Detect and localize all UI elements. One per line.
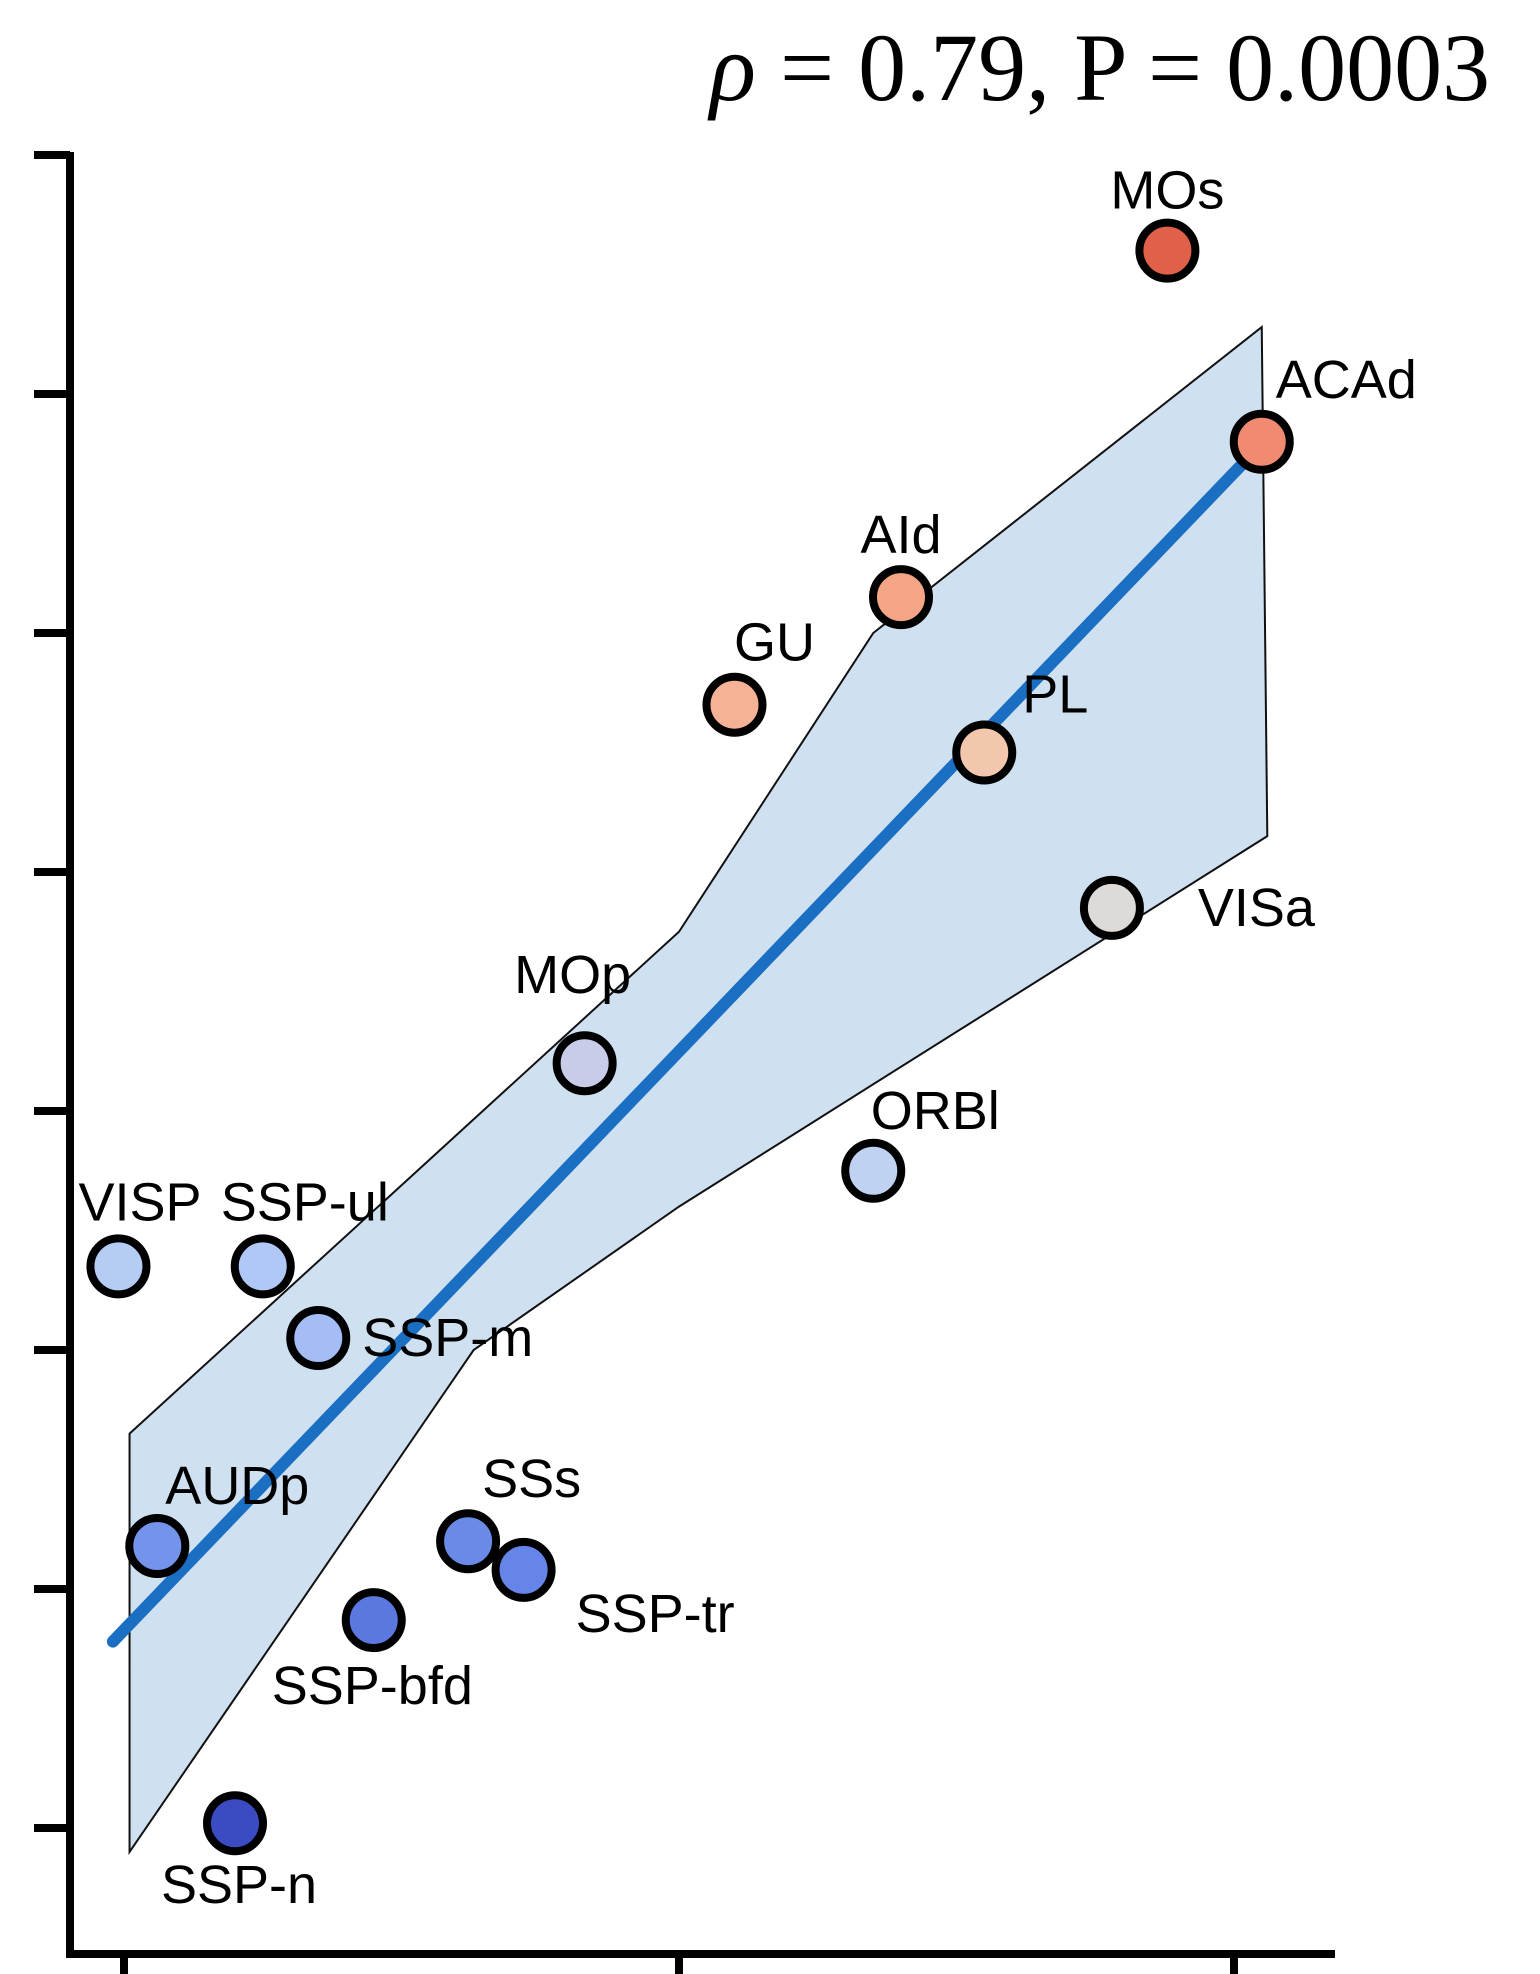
y-ticks — [34, 151, 70, 1832]
data-point — [341, 1588, 406, 1653]
p-value: 0.0003 — [1226, 14, 1490, 121]
regression-line — [106, 426, 1279, 1648]
p-symbol: P — [1074, 14, 1124, 121]
point-label: AUDp — [165, 1456, 309, 1516]
data-point — [286, 1306, 351, 1371]
point-label: AId — [860, 505, 941, 565]
data-point — [230, 1234, 295, 1299]
data-points — [86, 218, 1294, 1856]
point-label: SSP-m — [362, 1308, 533, 1368]
data-point — [702, 672, 767, 737]
data-point — [436, 1509, 501, 1574]
point-label: VISa — [1198, 878, 1316, 938]
data-point — [491, 1537, 556, 1602]
point-label: SSs — [482, 1449, 581, 1509]
data-point — [203, 1791, 267, 1856]
data-point — [1135, 218, 1200, 283]
point-label: PL — [1022, 665, 1088, 725]
x-ticks — [120, 1954, 1238, 1974]
data-point — [1079, 875, 1144, 940]
point-label: SSP-n — [161, 1855, 317, 1915]
point-label: SSP-ul — [221, 1172, 389, 1232]
data-point — [86, 1234, 151, 1299]
axes — [34, 151, 1335, 1974]
point-labels: MOs ACAd AId GU PL VISa MOp ORBl VISP SSP-ul SSP-m… — [78, 161, 1416, 1916]
correlation-stats: ρ = 0.79, P = 0.0003 — [707, 14, 1490, 121]
point-label: ACAd — [1276, 350, 1417, 410]
rho-symbol: ρ — [707, 14, 756, 121]
point-label: VISP — [78, 1172, 201, 1232]
data-point — [841, 1138, 906, 1203]
rho-value: 0.79 — [858, 14, 1026, 121]
data-point — [125, 1513, 190, 1578]
data-point — [952, 720, 1017, 785]
data-point — [552, 1031, 617, 1096]
point-label: ORBl — [871, 1081, 1000, 1141]
point-label: SSP-bfd — [272, 1656, 473, 1716]
data-point — [1229, 409, 1294, 474]
point-label: GU — [734, 613, 815, 673]
point-label: SSP-tr — [576, 1584, 735, 1644]
data-point — [869, 565, 933, 630]
confidence-band — [128, 325, 1269, 1856]
point-label: MOp — [514, 945, 631, 1005]
point-label: MOs — [1110, 161, 1224, 221]
